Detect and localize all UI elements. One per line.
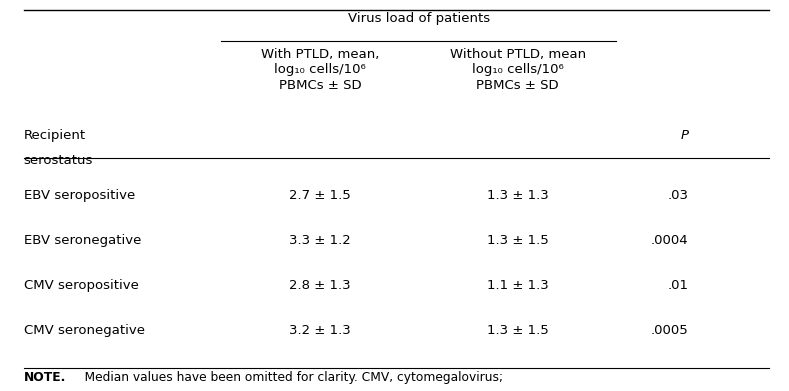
Text: CMV seronegative: CMV seronegative <box>24 324 144 337</box>
Text: PBMCs ± SD: PBMCs ± SD <box>477 79 559 92</box>
Text: EBV seropositive: EBV seropositive <box>24 189 135 202</box>
Text: .01: .01 <box>667 279 689 292</box>
Text: 1.3 ± 1.5: 1.3 ± 1.5 <box>487 234 548 247</box>
Text: log₁₀ cells/10⁶: log₁₀ cells/10⁶ <box>472 63 563 76</box>
Text: .0004: .0004 <box>651 234 689 247</box>
Text: P: P <box>681 129 689 142</box>
Text: CMV seropositive: CMV seropositive <box>24 279 139 292</box>
Text: .03: .03 <box>667 189 689 202</box>
Text: Median values have been omitted for clarity. CMV, cytomegalovirus;: Median values have been omitted for clar… <box>69 371 503 384</box>
Text: 1.3 ± 1.3: 1.3 ± 1.3 <box>487 189 548 202</box>
Text: log₁₀ cells/10⁶: log₁₀ cells/10⁶ <box>274 63 366 76</box>
Text: Recipient: Recipient <box>24 129 86 142</box>
Text: With PTLD, mean,: With PTLD, mean, <box>261 48 380 61</box>
Text: 1.3 ± 1.5: 1.3 ± 1.5 <box>487 324 548 337</box>
Text: NOTE.: NOTE. <box>24 371 66 384</box>
Text: 2.8 ± 1.3: 2.8 ± 1.3 <box>290 279 351 292</box>
Text: 3.3 ± 1.2: 3.3 ± 1.2 <box>290 234 351 247</box>
Text: 1.1 ± 1.3: 1.1 ± 1.3 <box>487 279 548 292</box>
Text: PBMCs ± SD: PBMCs ± SD <box>279 79 361 92</box>
Text: Virus load of patients: Virus load of patients <box>348 12 490 25</box>
Text: EBV seronegative: EBV seronegative <box>24 234 141 247</box>
Text: 2.7 ± 1.5: 2.7 ± 1.5 <box>290 189 351 202</box>
Text: 3.2 ± 1.3: 3.2 ± 1.3 <box>290 324 351 337</box>
Text: serostatus: serostatus <box>24 154 93 167</box>
Text: .0005: .0005 <box>651 324 689 337</box>
Text: Without PTLD, mean: Without PTLD, mean <box>450 48 585 61</box>
